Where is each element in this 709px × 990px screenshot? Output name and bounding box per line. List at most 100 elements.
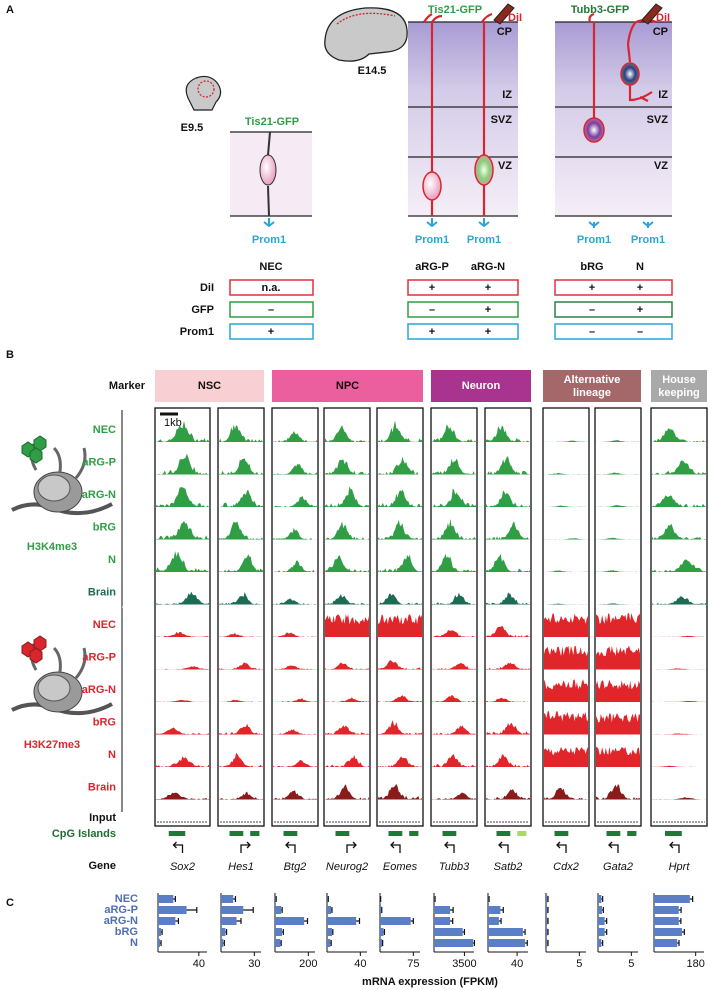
signal-track: [273, 598, 317, 605]
zone-label: IZ: [658, 89, 668, 101]
cell-type: N: [636, 261, 644, 273]
signal-track: [325, 725, 369, 735]
track-label: Brain: [88, 781, 116, 793]
error-bar: [186, 907, 198, 913]
bar: [546, 928, 548, 936]
bar: [598, 939, 602, 947]
signal-track: [378, 695, 422, 702]
error-bar: [547, 918, 549, 924]
prom1-label: Prom1: [631, 234, 665, 246]
signal-track: [325, 425, 369, 442]
error-bar: [522, 929, 526, 935]
tss-arrow: [390, 841, 401, 853]
category-label: NEC: [115, 893, 138, 905]
zone-label: SVZ: [647, 114, 669, 126]
track-label: NEC: [93, 619, 116, 631]
error-bar: [410, 918, 414, 924]
signal-track: [486, 490, 530, 507]
track-label: N: [108, 554, 116, 566]
radial-fibers: [423, 12, 657, 216]
signal-track: [486, 425, 530, 442]
signal-track: [544, 440, 588, 442]
arg-n-cell: [474, 154, 494, 186]
x-tick-label: 40: [354, 958, 366, 970]
methyl-marks: [21, 635, 47, 664]
signal-track: [652, 635, 706, 637]
signal-track: [652, 428, 706, 442]
dii-box: [554, 279, 673, 296]
signal-track: [596, 537, 640, 540]
bar: [158, 939, 161, 947]
error-bar: [604, 929, 608, 935]
prom1-label: Prom1: [467, 234, 501, 246]
bar: [488, 928, 523, 936]
signal-track: [219, 490, 263, 507]
signal-track: [432, 518, 476, 540]
signal-track: [325, 784, 369, 800]
gene-name: Satb2: [494, 861, 523, 873]
bar: [275, 928, 282, 936]
prom1-label: Prom1: [577, 234, 611, 246]
bar: [488, 906, 501, 914]
marker-label: Marker: [109, 380, 146, 392]
track-label: N: [108, 749, 116, 761]
error-bar: [547, 940, 549, 946]
signal-track: [596, 746, 640, 767]
signal-track: [596, 679, 640, 702]
fiber: [481, 12, 493, 216]
signal-track: [432, 725, 476, 735]
gene-name: Tubb3: [439, 861, 470, 873]
gfp-box: [407, 301, 519, 318]
bar: [158, 917, 176, 925]
track-column: [217, 407, 265, 827]
signal-track: [273, 527, 317, 540]
table-value: +: [268, 326, 274, 338]
signal-track: [486, 553, 530, 572]
error-bar: [331, 907, 333, 913]
signal-track: [432, 592, 476, 605]
x-tick-label: 40: [193, 958, 205, 970]
brain-icon: [324, 7, 408, 62]
fiber: [588, 12, 596, 118]
error-bar: [330, 940, 332, 946]
table-value: –: [589, 304, 595, 316]
bar: [327, 906, 332, 914]
table-value: +: [485, 282, 491, 294]
signal-track: [219, 791, 263, 800]
signal-track: [486, 625, 530, 637]
dye-label: DiI: [656, 12, 670, 24]
signal-track: [544, 746, 588, 767]
signal-track: [652, 460, 706, 475]
signal-track: [596, 603, 640, 605]
bar: [275, 906, 282, 914]
bar: [221, 917, 237, 925]
cpg-island: [627, 831, 637, 836]
bar: [598, 917, 605, 925]
error-bar: [332, 929, 334, 935]
bar: [327, 939, 331, 947]
error-bar: [677, 940, 680, 946]
cell-type: bRG: [580, 261, 603, 273]
error-bar: [500, 907, 504, 913]
signal-track: [486, 662, 530, 670]
error-bar: [160, 940, 162, 946]
dii-box: [407, 279, 519, 296]
fiber: [423, 13, 443, 216]
tss-arrow: [240, 841, 251, 853]
signal-track: [596, 713, 640, 735]
track-column: [271, 407, 319, 827]
gene-name: Sox2: [170, 861, 195, 873]
signal-track: [544, 787, 588, 800]
arg-p-cell: [422, 171, 442, 201]
category-label: aRG-P: [104, 904, 138, 916]
error-bar: [602, 907, 604, 913]
table-value: +: [429, 282, 435, 294]
table-value: –: [637, 326, 643, 338]
x-tick-label: 3500: [452, 958, 476, 970]
nucleosome: [11, 435, 113, 516]
bar: [158, 906, 187, 914]
nucleosome: [11, 635, 113, 716]
marker-name: NPC: [336, 380, 359, 392]
prom1-icon: [263, 218, 275, 228]
bar: [488, 939, 526, 947]
